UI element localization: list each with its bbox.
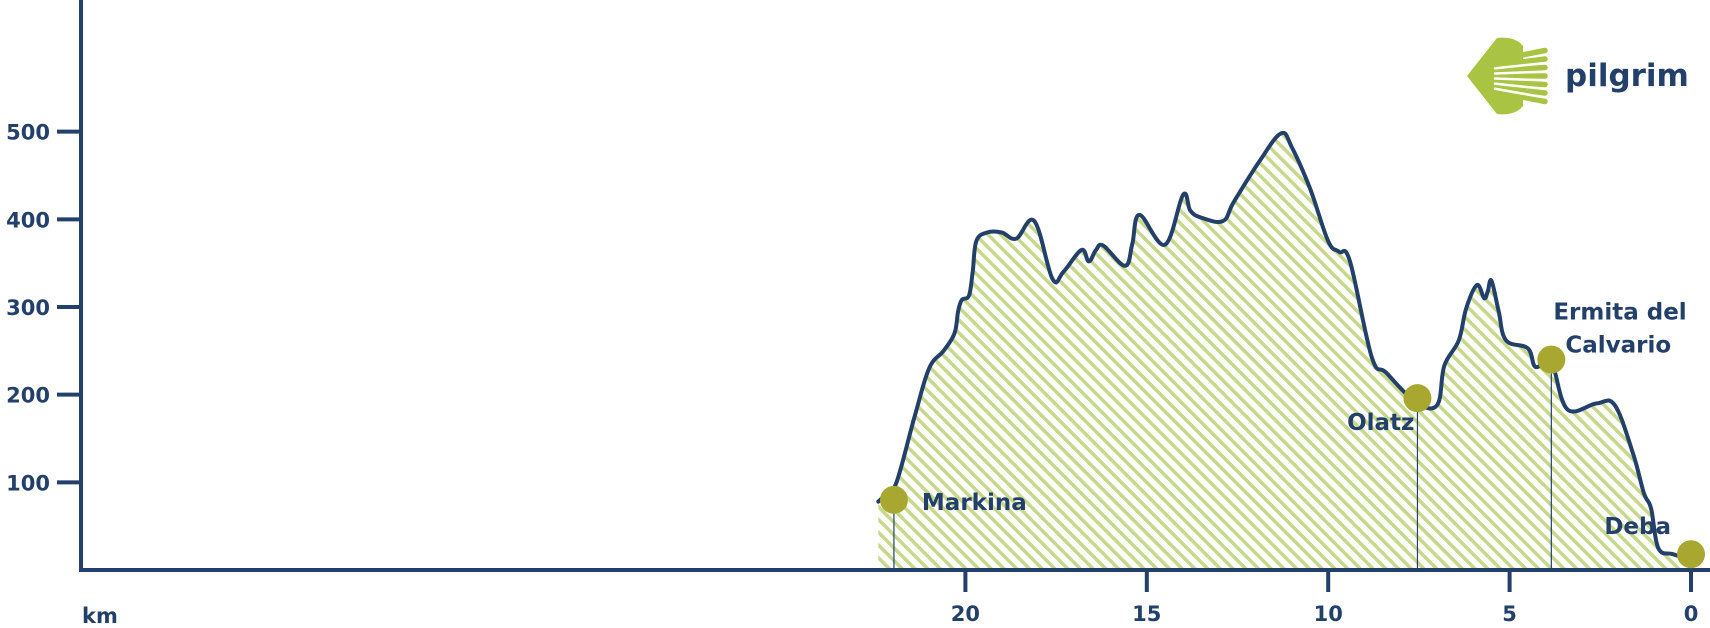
waypoint-label: Ermita del [1553, 300, 1686, 326]
brand-name: pilgrim [1565, 58, 1689, 94]
waypoint-label: Calvario [1565, 333, 1671, 359]
x-tick-label: 15 [1132, 602, 1161, 626]
x-axis-unit-label: km [82, 604, 118, 628]
waypoint-marker [1677, 540, 1705, 569]
waypoint-marker [1537, 345, 1566, 374]
waypoint-ermita: Ermita del Calvario [1537, 300, 1687, 570]
shell-ray [1490, 47, 1548, 64]
waypoint-label: Olatz [1347, 410, 1414, 436]
shell-groove [1493, 82, 1545, 90]
shell-ray [1490, 56, 1548, 69]
shell-groove [1493, 77, 1545, 82]
elevation-area-fill [878, 132, 1691, 570]
x-ticks: 20 15 10 5 0 [951, 570, 1699, 626]
x-tick-label: 10 [1314, 602, 1343, 626]
shell-ray [1490, 83, 1548, 96]
x-tick-label: 20 [951, 602, 980, 626]
waypoint-markina: Markina [879, 485, 1027, 570]
scallop-shell-icon [1467, 37, 1548, 115]
y-ticks: 100 200 300 400 500 [6, 121, 81, 495]
y-tick-label: 300 [6, 296, 50, 320]
brand-logo: pilgrim [1467, 37, 1689, 115]
y-tick-label: 100 [6, 471, 50, 495]
waypoint-marker [879, 485, 908, 514]
y-tick-label: 400 [6, 208, 50, 232]
shell-groove [1493, 62, 1545, 70]
shell-ray [1490, 88, 1548, 105]
x-tick-label: 0 [1684, 602, 1699, 626]
x-tick-label: 5 [1502, 602, 1517, 626]
waypoint-annotations: Markina Olatz Ermita del Calvario Deba [879, 300, 1705, 570]
waypoint-label: Markina [922, 490, 1027, 516]
y-tick-label: 500 [6, 121, 50, 145]
waypoint-marker [1403, 384, 1432, 413]
shell-groove [1493, 70, 1545, 75]
waypoint-olatz: Olatz [1347, 384, 1432, 570]
waypoint-deba: Deba [1604, 514, 1705, 570]
waypoint-label: Deba [1604, 514, 1671, 540]
y-tick-label: 200 [6, 384, 50, 408]
shell-groove [1493, 87, 1545, 99]
shell-ray [1490, 78, 1548, 88]
shell-ray [1490, 64, 1548, 74]
